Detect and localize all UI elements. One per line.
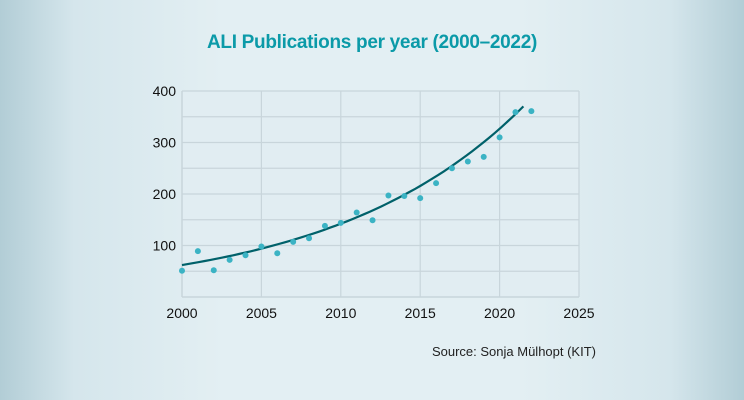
data-point [401, 193, 408, 200]
data-point [353, 209, 360, 216]
data-point [179, 267, 185, 274]
data-point [321, 222, 328, 229]
data-point [433, 180, 440, 187]
data-point [480, 153, 487, 160]
y-tick-label: 100 [153, 238, 177, 254]
data-point [210, 267, 217, 274]
x-tick-label: 2010 [325, 305, 356, 321]
data-point [306, 235, 313, 242]
x-tick-label: 2000 [166, 305, 197, 321]
trendline [181, 105, 525, 267]
data-point [417, 195, 424, 202]
data-point [464, 158, 471, 165]
chart-title: ALI Publications per year (2000–2022) [206, 32, 537, 53]
data-point [258, 243, 265, 250]
data-point [337, 219, 344, 226]
x-tick-label: 2015 [405, 305, 436, 321]
y-tick-label: 300 [153, 135, 177, 151]
data-point [512, 109, 519, 116]
data-point [242, 252, 249, 259]
data-point [274, 250, 281, 257]
y-tick-label: 400 [153, 83, 177, 99]
data-point [528, 108, 535, 115]
y-tick-label: 200 [153, 186, 177, 202]
data-point [496, 134, 503, 141]
data-point [385, 192, 392, 199]
data-point [290, 238, 297, 245]
data-point [448, 165, 455, 172]
x-tick-label: 2005 [246, 305, 277, 321]
x-tick-label: 2025 [563, 305, 594, 321]
data-point [369, 217, 376, 224]
source-note: Source: Sonja Mülhopt (KIT) [431, 344, 596, 359]
data-point [194, 248, 201, 255]
x-tick-label: 2020 [484, 305, 515, 321]
data-point [226, 256, 233, 263]
